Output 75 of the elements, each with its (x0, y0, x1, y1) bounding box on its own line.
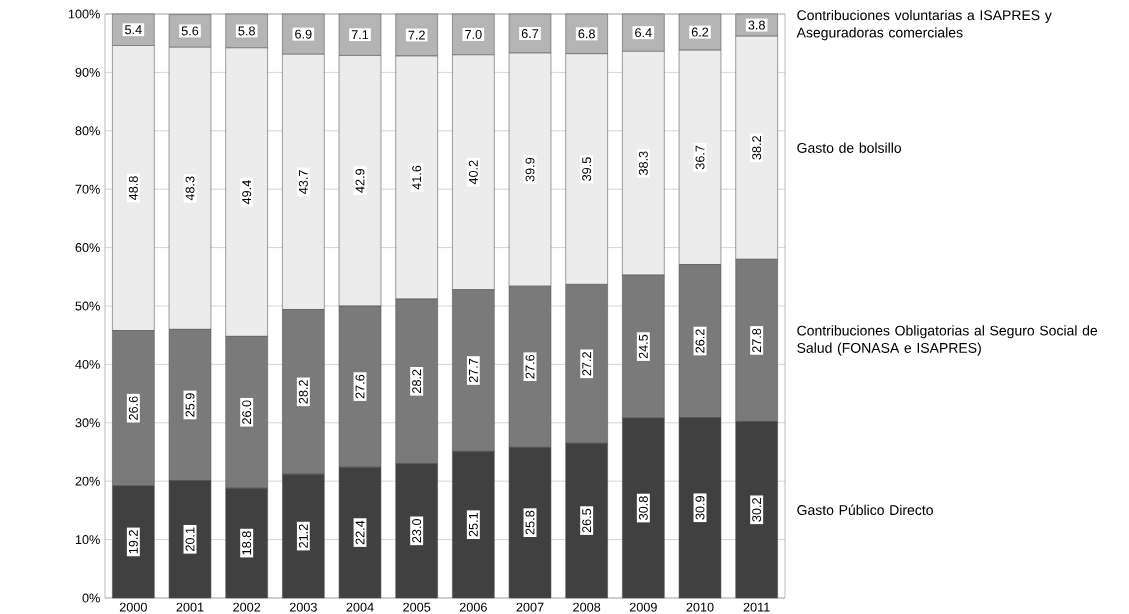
data-label: 24.5 (638, 334, 648, 359)
x-tick-label: 2003 (289, 602, 317, 612)
data-label: 26.6 (128, 396, 138, 420)
data-label: 43.7 (298, 170, 308, 194)
data-label: 7.2 (408, 30, 425, 40)
data-label: 36.7 (695, 145, 705, 170)
data-label: 6.4 (635, 28, 652, 38)
y-tick-label: 50% (75, 301, 100, 311)
data-label: 39.9 (525, 157, 535, 182)
y-tick-label: 70% (75, 184, 100, 194)
y-tick-label: 0% (82, 593, 100, 603)
data-label: 6.8 (578, 29, 595, 39)
x-tick-label: 2011 (743, 602, 770, 612)
x-tick-label: 2010 (686, 602, 714, 612)
data-label: 18.8 (242, 531, 252, 555)
data-label: 5.6 (181, 26, 199, 36)
data-label: 26.2 (695, 329, 705, 353)
data-label: 6.7 (521, 29, 539, 39)
data-label: 26.0 (242, 400, 252, 424)
y-tick-label: 100% (68, 9, 100, 19)
data-label: 25.1 (468, 512, 478, 537)
data-label: 3.8 (748, 20, 765, 30)
data-label: 25.8 (525, 510, 535, 535)
series-label: Contribuciones Obligatorias al Seguro Social de Salud (FONASA e ISAPRES) (797, 325, 1098, 356)
data-label: 23.0 (412, 519, 422, 543)
data-label: 27.6 (355, 374, 365, 399)
series-label: Contribuciones voluntarias a ISAPRES y Aseguradoras comerciales (796, 9, 1052, 41)
data-label: 6.2 (691, 27, 709, 37)
data-label: 27.6 (525, 354, 535, 379)
data-label: 5.8 (238, 26, 255, 36)
data-label: 5.4 (125, 25, 142, 35)
data-label: 30.2 (752, 498, 762, 522)
series-label: Gasto de bolsillo (797, 142, 902, 153)
x-tick-label: 2001 (176, 602, 204, 612)
x-tick-label: 2005 (403, 602, 431, 612)
y-tick-label: 30% (75, 418, 100, 428)
data-label: 19.2 (128, 530, 138, 554)
data-label: 38.3 (638, 151, 648, 176)
data-label: 38.2 (752, 136, 762, 160)
data-label: 28.2 (412, 369, 422, 394)
data-label: 27.7 (468, 358, 478, 383)
data-label: 48.3 (185, 176, 195, 201)
y-tick-label: 40% (75, 359, 100, 369)
data-label: 7.1 (351, 30, 369, 40)
x-tick-label: 2004 (346, 602, 374, 612)
series-label: Gasto Público Directo (797, 504, 933, 516)
data-label: 42.9 (355, 169, 365, 193)
data-label: 20.1 (185, 527, 195, 551)
y-tick-label: 10% (75, 535, 100, 545)
data-label: 40.2 (468, 160, 478, 185)
x-tick-label: 2006 (459, 602, 487, 612)
y-tick-label: 90% (75, 67, 100, 77)
y-tick-label: 20% (75, 476, 100, 486)
data-label: 27.8 (752, 328, 762, 353)
data-label: 39.5 (582, 157, 592, 181)
data-label: 49.4 (242, 180, 252, 205)
data-label: 21.2 (298, 524, 308, 548)
data-label: 26.5 (582, 508, 592, 533)
x-tick-label: 2000 (119, 602, 147, 612)
y-tick-label: 60% (75, 243, 100, 253)
x-tick-label: 2009 (629, 602, 657, 612)
data-label: 22.4 (355, 520, 365, 545)
data-label: 27.2 (582, 352, 592, 376)
data-label: 6.9 (295, 29, 312, 39)
data-label: 30.9 (695, 496, 705, 520)
x-tick-label: 2008 (573, 602, 601, 612)
x-tick-label: 2002 (233, 602, 261, 612)
data-label: 7.0 (465, 29, 482, 39)
data-label: 25.9 (185, 393, 195, 417)
y-tick-label: 80% (75, 126, 100, 136)
data-label: 28.2 (298, 380, 308, 404)
data-label: 48.8 (128, 176, 138, 201)
data-label: 30.8 (638, 496, 648, 520)
data-label: 41.6 (412, 165, 422, 190)
x-tick-label: 2007 (516, 602, 544, 612)
